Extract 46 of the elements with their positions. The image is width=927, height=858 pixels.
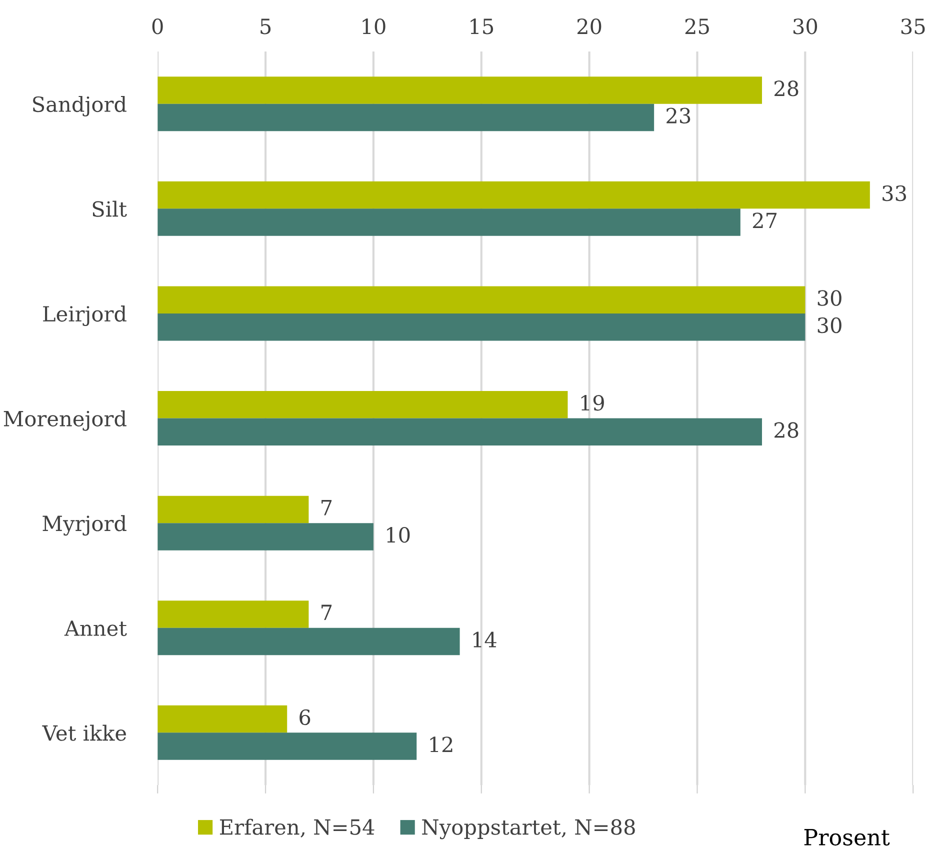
y-tick-label: Sandjord	[33, 96, 126, 116]
bar	[158, 418, 762, 446]
data-label: 27	[752, 212, 777, 228]
y-tick-label: Annet	[64, 620, 127, 636]
x-tick-label: 30	[794, 18, 818, 34]
data-label: 30	[818, 290, 842, 306]
y-tick-label: Silt	[92, 200, 127, 217]
x-tick-label: 15	[470, 18, 494, 34]
data-label: 12	[430, 736, 452, 752]
x-tick-label: 10	[362, 18, 386, 34]
x-tick-label: 20	[577, 18, 602, 34]
data-label: 23	[666, 108, 690, 124]
x-axis-title: Prosent	[804, 829, 890, 846]
x-tick-label: 5	[260, 18, 271, 34]
data-label: 33	[882, 185, 906, 202]
bar	[158, 286, 806, 314]
bar	[158, 705, 288, 733]
x-tick-label: 25	[685, 18, 709, 34]
bar	[158, 76, 762, 104]
bar	[158, 181, 870, 209]
bar	[158, 313, 806, 341]
legend-label: Nyoppstartet, N=88	[422, 819, 635, 840]
data-label: 14	[473, 632, 496, 648]
data-label: 6	[300, 709, 310, 726]
y-tick-label: Myrjord	[42, 515, 126, 536]
y-tick-label: Morenejord	[4, 410, 126, 431]
bar	[158, 104, 654, 132]
data-label: 30	[818, 317, 842, 334]
data-label: 28	[774, 80, 798, 96]
data-label: 28	[774, 422, 798, 438]
data-label: 7	[322, 500, 332, 516]
bar	[158, 628, 460, 656]
x-tick-label: 0	[152, 18, 163, 34]
data-label: 19	[581, 394, 604, 411]
bar	[158, 732, 417, 760]
x-tick-label: 35	[901, 18, 925, 34]
y-tick-label: Vet ikke	[42, 724, 126, 741]
legend-label: Erfaren, N=54	[220, 818, 374, 838]
y-tick-label: Leirjord	[43, 306, 126, 326]
data-label: 10	[387, 526, 410, 543]
bar	[158, 600, 309, 628]
bar	[158, 496, 309, 524]
data-label: 7	[322, 604, 332, 620]
bar	[158, 208, 740, 236]
bar	[158, 391, 568, 418]
bar	[158, 523, 374, 550]
